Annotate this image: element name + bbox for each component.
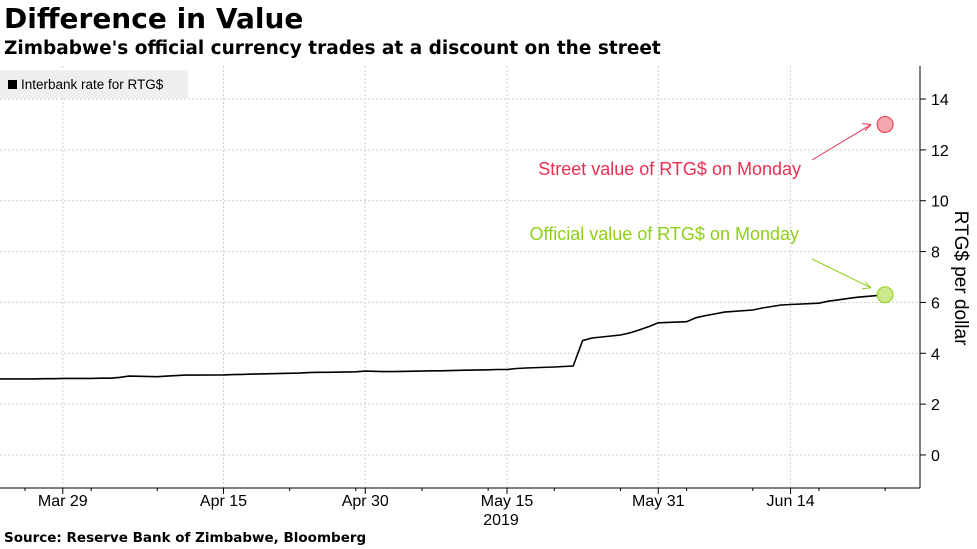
annotation-official-label: Official value of RTG$ on Monday — [530, 224, 799, 244]
annotations: Street value of RTG$ on Monday Official v… — [530, 115, 894, 304]
y-tick-label: 12 — [931, 143, 949, 160]
y-tick-label: 2 — [931, 397, 940, 414]
y-tick-label: 4 — [931, 346, 940, 363]
chart-subtitle: Zimbabwe's official currency trades at a… — [4, 38, 661, 59]
x-axis: Mar 29 Apr 15 Apr 30 May 15 May 31 Jun 14 2019 — [0, 487, 920, 529]
legend-swatch — [8, 80, 17, 89]
chart-title: Difference in Value — [4, 2, 304, 35]
annotation-street-marker — [876, 115, 894, 133]
x-tick-label: May 15 — [481, 493, 534, 510]
y-tick-label: 14 — [931, 92, 949, 109]
annotation-street-label: Street value of RTG$ on Monday — [538, 159, 801, 179]
annotation-official-arrowhead — [862, 281, 872, 290]
legend-label: Interbank rate for RTG$ — [21, 77, 164, 92]
annotation-official-marker — [876, 286, 894, 304]
x-tick-label: Apr 30 — [342, 493, 389, 510]
x-tick-label: Mar 29 — [38, 493, 88, 510]
x-year-label: 2019 — [483, 512, 519, 529]
y-tick-label: 10 — [931, 194, 949, 211]
legend-box — [0, 70, 188, 98]
x-tick-label: May 31 — [632, 493, 685, 510]
y-tick-label: 0 — [931, 448, 940, 465]
y-axis-label: RTG$ per dollar — [950, 211, 971, 346]
grid-lines — [0, 66, 920, 488]
annotation-street-arrowhead — [862, 122, 872, 131]
x-tick-label: Jun 14 — [767, 493, 815, 510]
y-tick-label: 8 — [931, 245, 940, 262]
x-tick-label: Apr 15 — [200, 493, 247, 510]
annotation-official-arrow — [811, 258, 872, 289]
series-line — [0, 294, 886, 380]
legend: Interbank rate for RTG$ — [0, 70, 188, 98]
annotation-street-arrow — [811, 124, 872, 161]
y-tick-label: 6 — [931, 295, 940, 312]
source-note: Source: Reserve Bank of Zimbabwe, Bloomb… — [4, 530, 367, 546]
series-group — [0, 294, 886, 380]
y-axis: 0 2 4 6 8 10 12 14 — [919, 66, 949, 488]
